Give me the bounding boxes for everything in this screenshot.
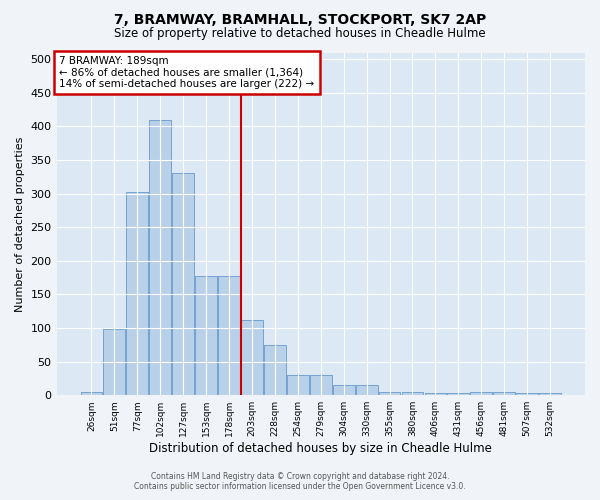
Bar [172, 174, 194, 395]
Bar [127, 192, 148, 395]
Bar [448, 393, 469, 395]
Text: 7, BRAMWAY, BRAMHALL, STOCKPORT, SK7 2AP: 7, BRAMWAY, BRAMHALL, STOCKPORT, SK7 2AP [114, 12, 486, 26]
Bar [493, 392, 515, 395]
Bar [195, 276, 217, 395]
Text: Contains HM Land Registry data © Crown copyright and database right 2024.
Contai: Contains HM Land Registry data © Crown c… [134, 472, 466, 491]
Bar [103, 330, 125, 395]
Bar [379, 392, 400, 395]
Bar [356, 385, 377, 395]
Bar [425, 393, 446, 395]
Text: Size of property relative to detached houses in Cheadle Hulme: Size of property relative to detached ho… [114, 28, 486, 40]
Bar [149, 120, 171, 395]
X-axis label: Distribution of detached houses by size in Cheadle Hulme: Distribution of detached houses by size … [149, 442, 492, 455]
Bar [287, 375, 309, 395]
Bar [470, 392, 492, 395]
Y-axis label: Number of detached properties: Number of detached properties [15, 136, 25, 312]
Bar [218, 276, 240, 395]
Bar [80, 392, 103, 395]
Bar [310, 375, 332, 395]
Bar [333, 385, 355, 395]
Bar [401, 392, 424, 395]
Bar [539, 393, 561, 395]
Bar [264, 345, 286, 395]
Bar [241, 320, 263, 395]
Text: 7 BRAMWAY: 189sqm
← 86% of detached houses are smaller (1,364)
14% of semi-detac: 7 BRAMWAY: 189sqm ← 86% of detached hous… [59, 56, 314, 89]
Bar [516, 393, 538, 395]
